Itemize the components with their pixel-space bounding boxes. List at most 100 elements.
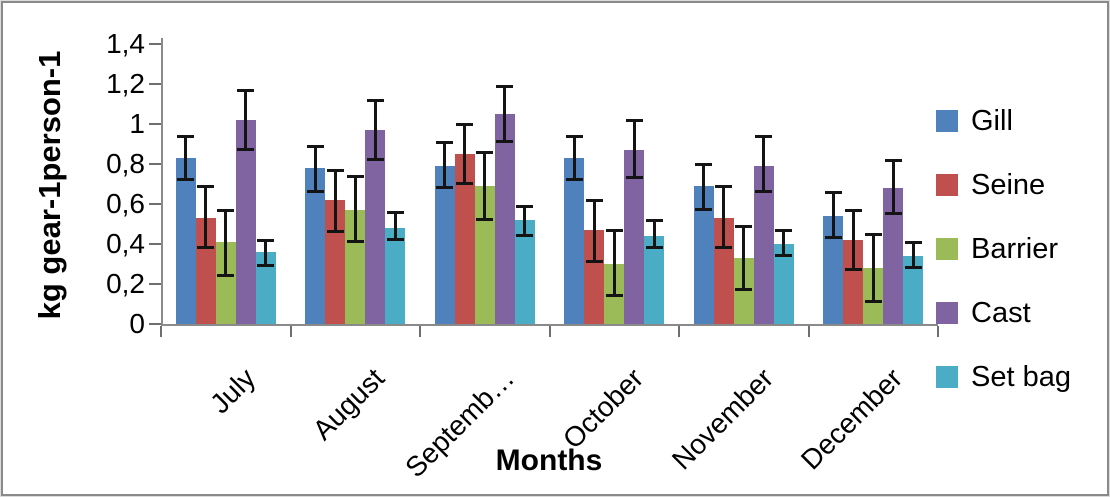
bar-set-bag-july xyxy=(255,252,276,324)
error-bar-cast-july xyxy=(244,90,248,150)
bar-set-bag-october xyxy=(644,236,665,324)
x-tick-mark xyxy=(937,326,939,337)
error-bar-set-bag-december-bottom-cap xyxy=(904,266,922,269)
bar-gill-july xyxy=(175,158,196,324)
bar-seine-septemb xyxy=(454,154,475,324)
error-bar-gill-october xyxy=(572,136,576,180)
y-tick-label: 1 xyxy=(129,108,145,139)
error-bar-set-bag-october xyxy=(652,220,656,248)
error-bar-barrier-november-bottom-cap xyxy=(735,288,753,291)
y-axis-line xyxy=(161,38,163,326)
bar-gill-august xyxy=(305,168,326,324)
error-bar-seine-septemb-bottom-cap xyxy=(456,182,474,185)
error-bar-set-bag-october-top-cap xyxy=(645,219,663,222)
error-bar-set-bag-august xyxy=(393,212,397,240)
error-bar-cast-november-bottom-cap xyxy=(755,190,773,193)
error-bar-gill-august xyxy=(313,146,317,192)
error-bar-seine-july-top-cap xyxy=(197,185,215,188)
bar-cast-december xyxy=(883,188,904,324)
bar-seine-july xyxy=(195,218,216,324)
y-tick-label: 0,2 xyxy=(106,268,145,299)
error-bar-gill-august-top-cap xyxy=(306,145,324,148)
error-bar-barrier-septemb-top-cap xyxy=(476,151,494,154)
x-category-label-august: August xyxy=(306,362,391,446)
legend-item-gill: Gill xyxy=(936,99,1071,143)
error-bar-barrier-october xyxy=(612,230,616,296)
bar-set-bag-septemb xyxy=(514,220,535,324)
x-category-label-december: December xyxy=(795,362,909,476)
error-bar-gill-july-bottom-cap xyxy=(177,178,195,181)
error-bar-seine-october xyxy=(592,200,596,262)
error-bar-gill-july xyxy=(184,136,188,180)
bar-gill-november xyxy=(693,186,714,324)
x-tick-mark xyxy=(419,326,421,337)
bar-barrier-november xyxy=(733,258,754,324)
x-tick-mark xyxy=(289,326,292,337)
error-bar-gill-july-top-cap xyxy=(177,135,195,138)
error-bar-gill-august-bottom-cap xyxy=(306,190,324,193)
error-bar-barrier-septemb xyxy=(483,152,487,220)
bar-set-bag-august xyxy=(385,228,406,324)
y-tick-label: 1,4 xyxy=(106,28,145,59)
error-bar-barrier-december-bottom-cap xyxy=(864,300,882,303)
error-bar-set-bag-november-top-cap xyxy=(775,229,793,232)
error-bar-set-bag-septemb-bottom-cap xyxy=(516,234,534,237)
bar-set-bag-december xyxy=(903,256,924,324)
error-bar-cast-october-bottom-cap xyxy=(625,176,643,179)
error-bar-set-bag-november-bottom-cap xyxy=(775,254,793,257)
y-tick-label: 1,2 xyxy=(106,68,145,99)
bar-barrier-august xyxy=(345,210,366,324)
error-bar-seine-october-bottom-cap xyxy=(585,260,603,263)
error-bar-barrier-july-top-cap xyxy=(217,209,235,212)
legend-swatch-gill xyxy=(936,110,958,132)
legend-swatch-barrier xyxy=(936,238,958,260)
legend-label-seine: Seine xyxy=(971,168,1046,201)
legend-label-barrier: Barrier xyxy=(971,232,1059,265)
y-tick-mark xyxy=(149,163,161,165)
error-bar-cast-december-bottom-cap xyxy=(884,212,902,215)
error-bar-set-bag-october-bottom-cap xyxy=(645,246,663,249)
error-bar-seine-august xyxy=(333,170,337,232)
y-tick-label: 0,6 xyxy=(106,188,145,219)
error-bar-gill-november-top-cap xyxy=(695,163,713,166)
error-bar-cast-october xyxy=(632,120,636,178)
legend-swatch-set-bag xyxy=(936,366,958,388)
error-bar-cast-septemb-top-cap xyxy=(496,85,514,88)
error-bar-gill-december-bottom-cap xyxy=(824,236,842,239)
error-bar-barrier-december-top-cap xyxy=(864,233,882,236)
error-bar-cast-septemb-bottom-cap xyxy=(496,140,514,143)
y-tick-mark xyxy=(149,283,161,285)
error-bar-seine-july xyxy=(204,186,208,248)
legend-label-set-bag: Set bag xyxy=(971,360,1071,393)
error-bar-gill-november-bottom-cap xyxy=(695,208,713,211)
bar-cast-septemb xyxy=(494,114,515,324)
bar-seine-november xyxy=(713,218,734,324)
error-bar-gill-december-top-cap xyxy=(824,191,842,194)
legend-swatch-cast xyxy=(936,302,958,324)
error-bar-gill-septemb-top-cap xyxy=(436,141,454,144)
error-bar-seine-december-top-cap xyxy=(844,209,862,212)
bar-cast-october xyxy=(624,150,645,324)
y-tick-label: 0,8 xyxy=(106,148,145,179)
error-bar-gill-october-top-cap xyxy=(565,135,583,138)
error-bar-barrier-november-top-cap xyxy=(735,225,753,228)
error-bar-set-bag-august-top-cap xyxy=(386,211,404,214)
error-bar-set-bag-december-top-cap xyxy=(904,241,922,244)
x-tick-mark xyxy=(678,326,680,337)
error-bar-seine-july-bottom-cap xyxy=(197,246,215,249)
x-axis-title: Months xyxy=(495,444,603,477)
error-bar-barrier-august-top-cap xyxy=(346,175,364,178)
error-bar-barrier-october-bottom-cap xyxy=(605,294,623,297)
error-bar-set-bag-septemb xyxy=(523,206,527,236)
legend: Gill Seine Barrier Cast Set bag xyxy=(936,99,1071,419)
error-bar-barrier-november xyxy=(742,226,746,290)
error-bar-barrier-septemb-bottom-cap xyxy=(476,218,494,221)
x-category-label-october: October xyxy=(557,362,650,455)
error-bar-barrier-december xyxy=(871,234,875,302)
error-bar-seine-septemb xyxy=(463,124,467,184)
y-tick-mark xyxy=(149,123,161,125)
error-bar-set-bag-november xyxy=(782,230,786,256)
error-bar-barrier-august-bottom-cap xyxy=(346,240,364,243)
x-tick-mark xyxy=(160,326,162,337)
